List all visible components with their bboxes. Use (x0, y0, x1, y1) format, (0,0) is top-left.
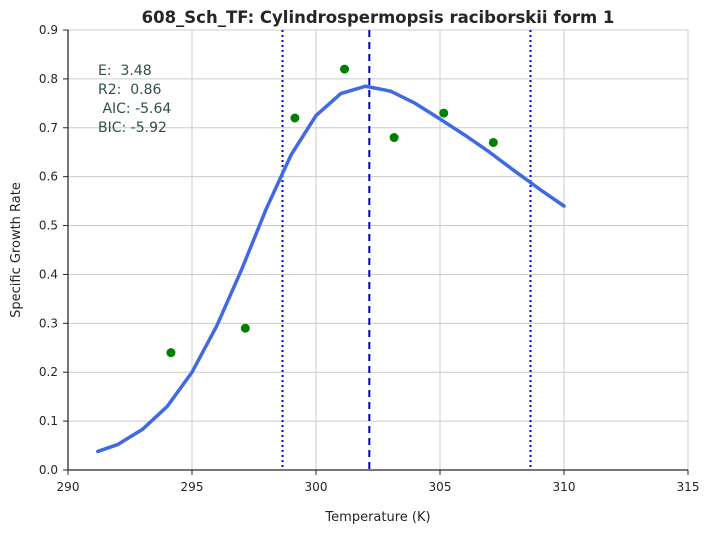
fit-stat-2: AIC: -5.64 (98, 101, 171, 117)
axes (63, 29, 689, 475)
fit-stat-3: BIC: -5.92 (98, 120, 167, 136)
x-tick-label-5: 315 (677, 480, 700, 494)
fit-stat-0: E: 3.48 (98, 63, 152, 79)
data-point-0 (166, 348, 176, 358)
tick-labels: 290 295 300 305 310 315 0.0 0.1 0.2 0.3 0.4 0.5 0.6 0… (39, 23, 700, 494)
data-point-5 (439, 108, 449, 118)
y-tick-label-4: 0.4 (39, 267, 58, 281)
x-tick-label-0: 290 (57, 480, 80, 494)
y-tick-label-2: 0.2 (39, 365, 58, 379)
data-point-6 (488, 137, 498, 147)
grid-lines (67, 29, 689, 471)
y-axis-title: Specific Growth Rate (9, 182, 24, 318)
y-tick-label-7: 0.7 (39, 121, 58, 135)
x-axis-title: Temperature (K) (324, 510, 430, 525)
x-tick-label-4: 310 (553, 480, 576, 494)
fit-stat-1: R2: 0.86 (98, 82, 162, 98)
data-point-4 (389, 133, 399, 143)
y-tick-label-6: 0.6 (39, 170, 58, 184)
fit-curve-layer (96, 84, 566, 454)
x-tick-label-2: 300 (305, 480, 328, 494)
x-tick-label-3: 305 (429, 480, 452, 494)
y-tick-label-0: 0.0 (39, 463, 58, 477)
fit-statistics: E: 3.48 R2: 0.86 AIC: -5.64 BIC: -5.92 (98, 63, 171, 136)
x-tick-label-1: 295 (181, 480, 204, 494)
data-point-1 (240, 323, 250, 333)
reference-lines (281, 30, 532, 470)
data-point-2 (290, 113, 300, 123)
y-tick-label-9: 0.9 (39, 23, 58, 37)
y-tick-label-3: 0.3 (39, 316, 58, 330)
y-tick-label-1: 0.1 (39, 414, 58, 428)
y-tick-label-8: 0.8 (39, 72, 58, 86)
chart-title: 608_Sch_TF: Cylindrospermopsis raciborsk… (142, 8, 615, 27)
y-tick-label-5: 0.5 (39, 219, 58, 233)
fit-curve (96, 84, 566, 454)
data-points (166, 64, 498, 358)
data-point-3 (340, 64, 350, 74)
